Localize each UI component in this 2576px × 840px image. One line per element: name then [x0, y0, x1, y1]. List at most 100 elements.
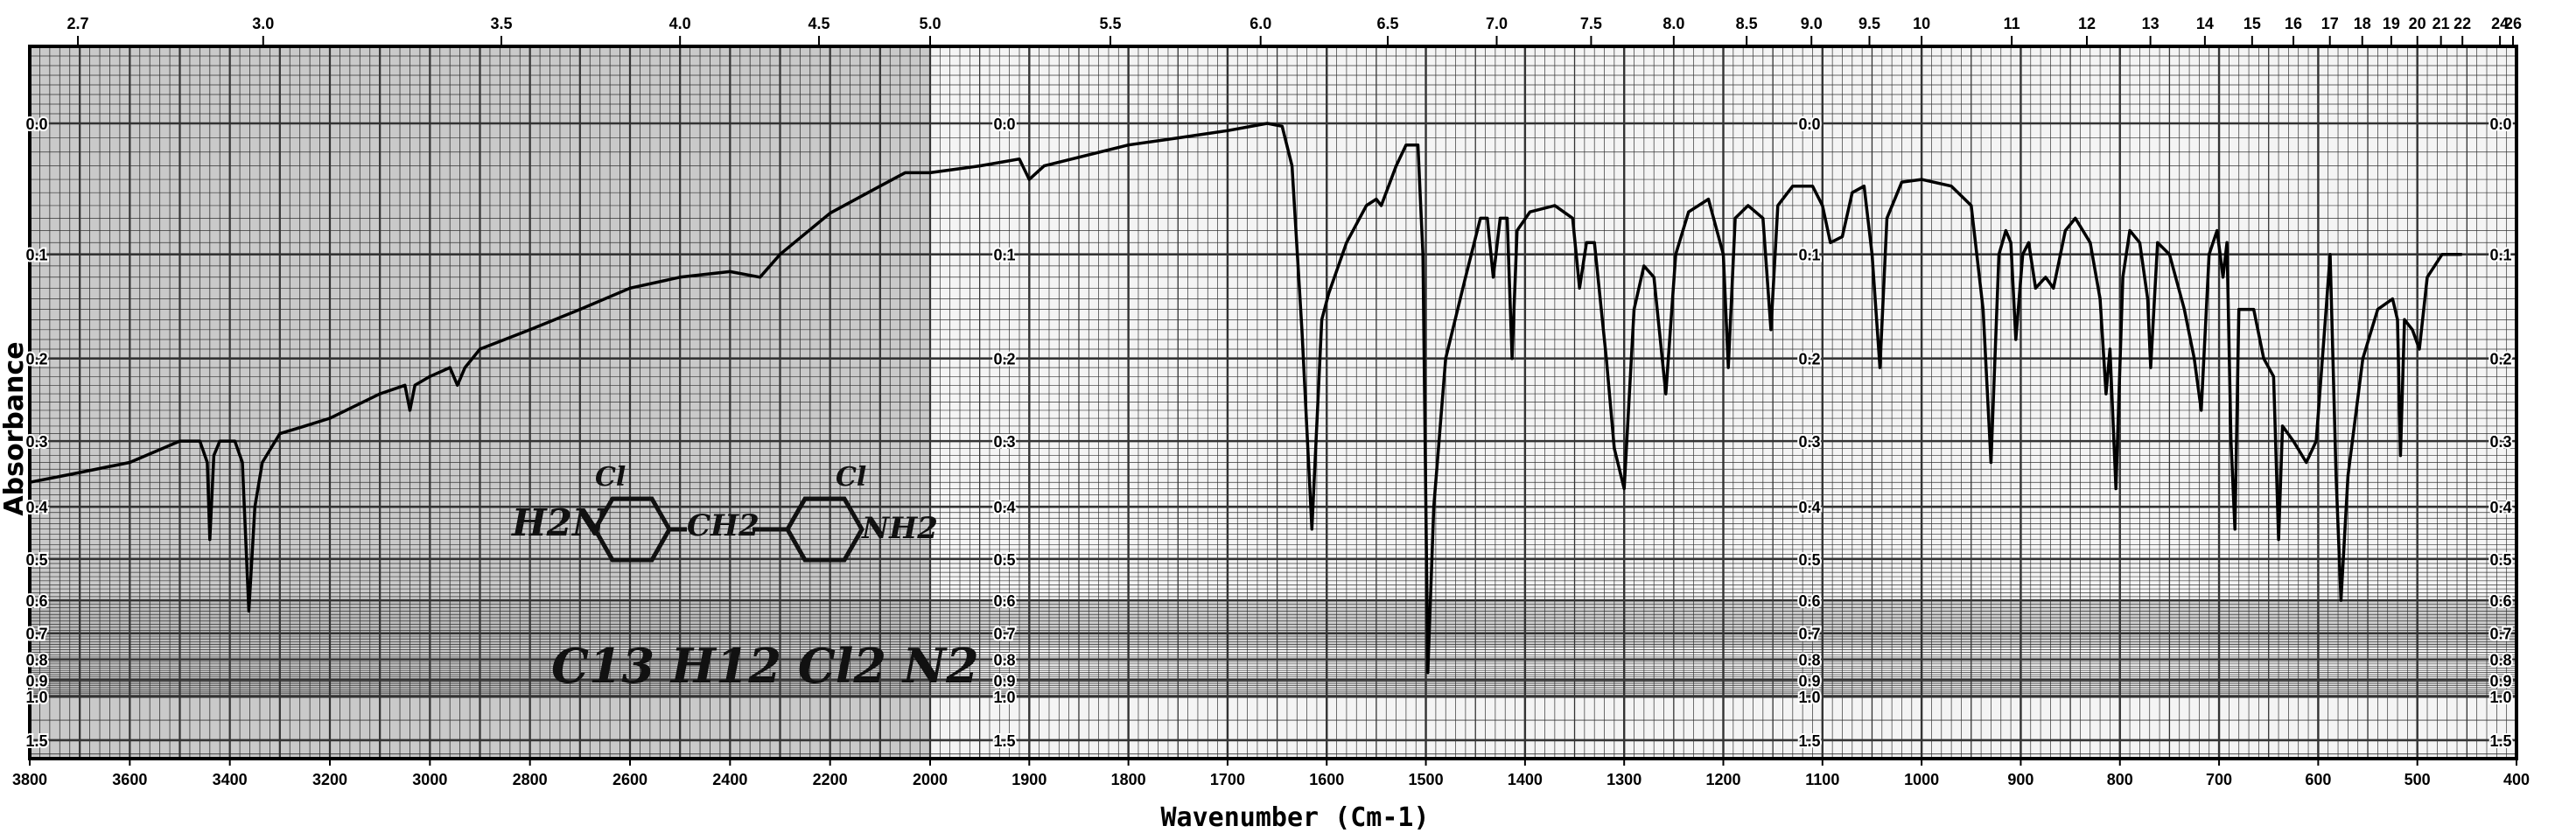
top-tick-label: 21	[2432, 15, 2450, 32]
y-tick-label: 0.4	[1798, 499, 1820, 516]
molecular-formula: C13 H12 Cl2 N2	[551, 638, 979, 694]
top-tick-label: 5.5	[1100, 15, 1122, 32]
y-tick-label: 0.0	[993, 116, 1015, 133]
structure-left-amine: H2N	[511, 501, 607, 544]
y-tick-label: 1.5	[2489, 732, 2511, 750]
y-tick-label: 1.0	[2489, 689, 2511, 706]
bottom-tick-label: 3800	[12, 771, 47, 788]
bottom-tick-label: 800	[2107, 771, 2133, 788]
bottom-tick-label: 2600	[612, 771, 648, 788]
y-tick-label: 0.7	[993, 626, 1015, 643]
top-tick-label: 3.5	[490, 15, 512, 32]
y-tick-label: 0.8	[2489, 652, 2511, 669]
plot-border	[28, 45, 2518, 760]
top-tick-label: 8.5	[1736, 15, 1758, 32]
y-tick-label: 0.0	[2489, 116, 2511, 133]
y-tick-label: 0.2	[25, 351, 47, 368]
top-tick-label: 17	[2321, 15, 2339, 32]
y-tick-label: 0.9	[25, 672, 47, 690]
top-tick-label: 19	[2383, 15, 2400, 32]
bottom-tick-label: 2200	[813, 771, 848, 788]
y-tick-label: 0.8	[993, 652, 1015, 669]
bottom-tick-label: 600	[2305, 771, 2331, 788]
bottom-tick-label: 1400	[1508, 771, 1543, 788]
y-tick-label: 1.0	[1798, 689, 1820, 706]
y-axis-label: Absorbance	[0, 341, 30, 515]
top-micron-axis: 2.7 3.0 3.5 4.0 4.5 5.0 5.5 6.0 6.5 7.0 7.5 8.0 8.5 9…	[67, 15, 2522, 46]
bottom-tick-label: 3600	[112, 771, 147, 788]
y-tick-label: 0.9	[993, 672, 1015, 690]
chart-background	[30, 46, 2516, 759]
plot-frame	[28, 45, 2518, 760]
top-tick-label: 18	[2354, 15, 2371, 32]
top-tick-label: 20	[2409, 15, 2426, 32]
bottom-tick-label: 2000	[913, 771, 948, 788]
y-tick-label: 0.8	[1798, 652, 1820, 669]
bottom-tick-label: 1200	[1705, 771, 1740, 788]
top-tick-label: 5.0	[919, 15, 941, 32]
y-tick-label: 0.1	[25, 247, 47, 264]
y-tick-label: 0.7	[1798, 626, 1820, 643]
y-tick-label: 0.4	[2489, 499, 2511, 516]
y-tick-label: 0.6	[993, 592, 1015, 610]
structure-methylene: CH2	[687, 508, 760, 543]
absorbance-axis: 0.00.10.20.30.40.50.60.70.80.91.01.50.00…	[24, 114, 2513, 752]
top-tick-label: 2.7	[67, 15, 89, 32]
y-tick-label: 0.1	[1798, 247, 1820, 264]
top-tick-label: 16	[2285, 15, 2302, 32]
y-tick-label: 0.6	[1798, 592, 1820, 610]
top-tick-label: 7.5	[1580, 15, 1602, 32]
y-tick-label: 0.0	[25, 116, 47, 133]
bottom-tick-label: 1500	[1409, 771, 1444, 788]
top-tick-label: 15	[2244, 15, 2261, 32]
y-tick-label: 1.0	[25, 689, 47, 706]
y-tick-label: 0.4	[25, 499, 47, 516]
top-tick-label: 24	[2491, 15, 2509, 32]
bottom-tick-label: 1100	[1805, 771, 1839, 788]
y-tick-label: 0.6	[25, 592, 47, 610]
bottom-tick-label: 500	[2404, 771, 2431, 788]
top-tick-label: 4.5	[808, 15, 830, 32]
y-tick-label: 0.8	[25, 652, 47, 669]
y-tick-label: 1.5	[1798, 732, 1820, 750]
y-tick-label: 0.5	[1798, 551, 1820, 569]
structure-cl-right: Cl	[836, 462, 866, 493]
y-tick-label: 0.4	[993, 499, 1015, 516]
bottom-tick-label: 1000	[1904, 771, 1939, 788]
bottom-tick-label: 2400	[712, 771, 747, 788]
benzene-ring-left-icon	[592, 496, 672, 563]
y-tick-label: 0.9	[1798, 672, 1820, 690]
bottom-tick-label: 3000	[412, 771, 447, 788]
bottom-tick-label: 3200	[312, 771, 347, 788]
y-tick-label: 0.7	[25, 626, 47, 643]
bottom-wavenumber-axis: 3800 3600 3400 3200 3000 2800 2600 2400 2200 2000…	[12, 759, 2530, 788]
bottom-tick-label: 400	[2503, 771, 2530, 788]
structure-cl-left: Cl	[595, 462, 626, 493]
top-tick-label: 13	[2142, 15, 2160, 32]
y-tick-label: 0.3	[2489, 433, 2511, 451]
bottom-tick-label: 2800	[513, 771, 548, 788]
bottom-tick-label: 1900	[1012, 771, 1046, 788]
top-tick-label: 11	[2004, 15, 2020, 32]
top-tick-label: 6.0	[1250, 15, 1271, 32]
spectrum-line	[29, 122, 2462, 675]
y-tick-label: 0.9	[2489, 672, 2511, 690]
y-tick-label: 0.5	[25, 551, 47, 569]
top-tick-label: 26	[2504, 15, 2522, 32]
y-tick-label: 0.3	[25, 433, 47, 451]
y-tick-label: 0.3	[1798, 433, 1820, 451]
top-tick-label: 9.0	[1801, 15, 1823, 32]
y-tick-label: 1.5	[993, 732, 1015, 750]
x-axis-label: Wavenumber (Cm-1)	[1160, 802, 1429, 833]
y-tick-label: 1.5	[25, 732, 47, 750]
top-tick-label: 22	[2454, 15, 2471, 32]
y-tick-label: 1.0	[993, 689, 1015, 706]
bottom-tick-label: 700	[2206, 771, 2232, 788]
bottom-tick-label: 3400	[213, 771, 248, 788]
y-tick-label: 0.3	[993, 433, 1015, 451]
shaded-band	[30, 600, 2516, 648]
y-tick-label: 0.2	[1798, 351, 1820, 368]
top-tick-label: 10	[1913, 15, 1930, 32]
bottom-tick-label: 1300	[1606, 771, 1642, 788]
